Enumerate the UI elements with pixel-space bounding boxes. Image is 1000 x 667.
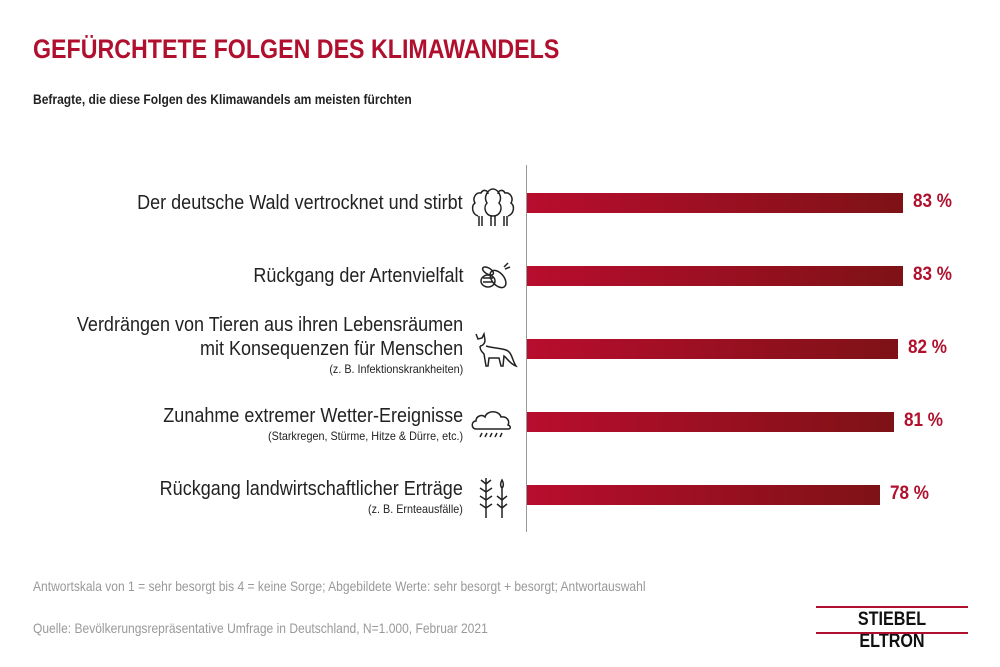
category-note: (Starkregen, Stürme, Hitze & Dürre, etc.… — [267, 429, 463, 443]
fox-icon — [468, 324, 518, 374]
stiebel-eltron-logo: STIEBEL ELTRON — [816, 606, 968, 652]
rain-cloud-icon — [468, 397, 518, 447]
category-label-line: Der deutsche Wald vertrocknet und stirbt — [137, 192, 463, 214]
category-label-line: Rückgang der Artenvielfalt — [252, 265, 463, 287]
source-note: Quelle: Bevölkerungsrepräsentative Umfra… — [33, 620, 488, 636]
bar — [527, 412, 894, 432]
category-label: Rückgang landwirtschaftlicher Erträge (z.… — [126, 477, 463, 517]
category-label-line: mit Konsequenzen für Menschen — [199, 338, 463, 360]
category-note: (z. B. Infektionskrankheiten) — [329, 362, 463, 376]
category-label-line: Zunahme extremer Wetter-Ereignisse — [163, 405, 463, 427]
category-label-line: Verdrängen von Tieren aus ihren Lebensrä… — [76, 314, 463, 336]
bar — [527, 339, 899, 359]
value-label: 83 % — [913, 191, 952, 212]
scale-note: Antwortskala von 1 = sehr besorgt bis 4 … — [33, 578, 646, 594]
y-axis-line — [526, 165, 527, 532]
category-label-line: Rückgang landwirtschaftlicher Erträge — [159, 478, 463, 500]
value-label: 78 % — [890, 483, 930, 504]
value-label: 81 % — [903, 410, 943, 431]
category-label: Rückgang der Artenvielfalt — [230, 264, 463, 288]
chart-title: GEFÜRCHTETE FOLGEN DES KLIMAWANDELS — [33, 34, 560, 64]
value-label: 83 % — [913, 264, 952, 285]
trees-icon — [468, 178, 518, 228]
bar — [527, 485, 881, 505]
crops-icon — [468, 470, 518, 520]
category-label: Zunahme extremer Wetter-Ereignisse (Stark… — [130, 404, 463, 444]
value-label: 82 % — [908, 337, 948, 358]
bar — [527, 193, 903, 213]
bee-icon — [468, 251, 518, 301]
category-note: (z. B. Ernteausfälle) — [368, 502, 463, 516]
category-label: Verdrängen von Tieren aus ihren Lebensrä… — [34, 313, 463, 377]
bar — [527, 266, 903, 286]
chart-subtitle: Befragte, die diese Folgen des Klimawand… — [33, 91, 412, 107]
category-label: Der deutsche Wald vertrocknet und stirbt — [101, 191, 463, 215]
